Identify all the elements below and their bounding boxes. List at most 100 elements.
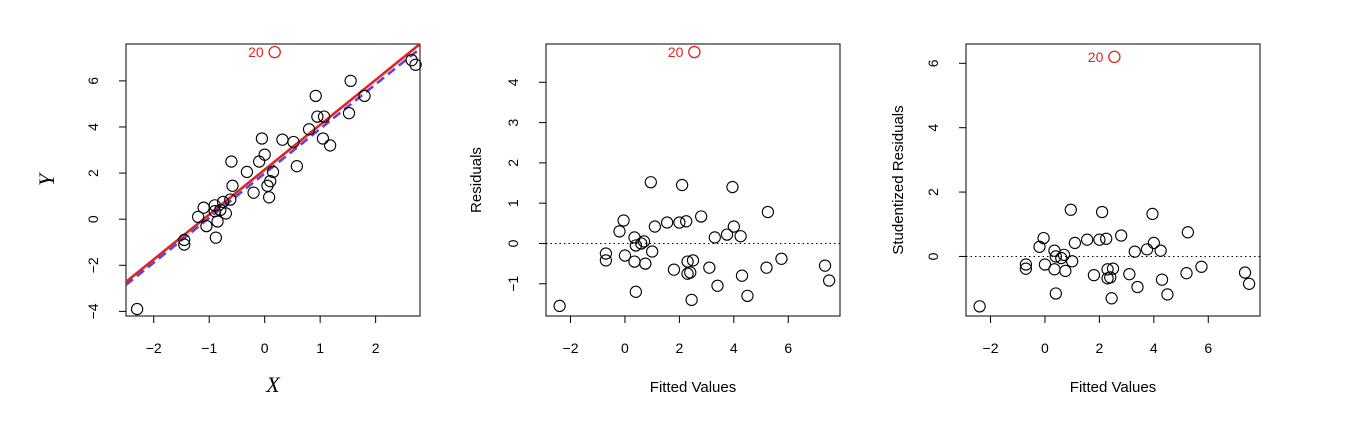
panel-residuals-vs-fitted: −2 0 2 4 6 −1 0 1 2 3 4 Fitted Values Residuals 20 bbox=[468, 43, 841, 396]
data-point bbox=[711, 279, 724, 292]
y-tick-label: 4 bbox=[85, 123, 101, 131]
data-point bbox=[1242, 277, 1256, 290]
outlier-point bbox=[688, 45, 701, 59]
data-point bbox=[1131, 280, 1144, 294]
data-point bbox=[1155, 273, 1169, 286]
data-point bbox=[695, 210, 708, 223]
y-tick-label: 0 bbox=[85, 215, 101, 223]
data-point bbox=[211, 215, 224, 228]
data-point bbox=[1038, 258, 1052, 271]
x-tick-label: 4 bbox=[1150, 340, 1158, 356]
data-point bbox=[262, 191, 276, 204]
data-point bbox=[1105, 292, 1118, 305]
data-point bbox=[1080, 233, 1094, 246]
data-point bbox=[1180, 267, 1193, 280]
data-point bbox=[613, 225, 626, 238]
data-point bbox=[1123, 268, 1136, 281]
data-point bbox=[686, 254, 700, 267]
y-tick-label: 4 bbox=[505, 78, 521, 86]
data-point bbox=[255, 132, 269, 145]
y-axis-title: Residuals bbox=[468, 147, 485, 213]
y-tick-label: −2 bbox=[85, 257, 101, 273]
data-point bbox=[1019, 258, 1033, 271]
x-axis-title: Fitted Values bbox=[650, 379, 736, 396]
y-tick-label: 2 bbox=[85, 169, 101, 177]
data-point bbox=[1100, 232, 1113, 245]
data-point bbox=[1068, 236, 1082, 250]
data-point bbox=[734, 230, 747, 243]
data-point bbox=[708, 231, 721, 244]
data-point bbox=[637, 235, 651, 248]
data-point bbox=[761, 205, 775, 219]
data-point bbox=[290, 160, 304, 173]
data-point bbox=[726, 180, 739, 194]
plot-frame bbox=[965, 43, 1261, 317]
data-point bbox=[344, 74, 357, 88]
data-point bbox=[639, 257, 652, 270]
data-point bbox=[1093, 233, 1106, 246]
data-point bbox=[618, 249, 632, 262]
x-axis-title: X bbox=[265, 372, 281, 397]
y-tick-label: −4 bbox=[85, 303, 101, 319]
x-tick-label: −2 bbox=[983, 340, 999, 356]
data-point bbox=[302, 123, 316, 136]
x-tick-label: 0 bbox=[621, 340, 629, 356]
data-point bbox=[1128, 245, 1141, 258]
data-point bbox=[1140, 243, 1154, 256]
data-point bbox=[727, 220, 740, 233]
data-point bbox=[1146, 207, 1159, 221]
outlier-label: 20 bbox=[248, 44, 264, 60]
data-point bbox=[219, 207, 232, 220]
data-point bbox=[741, 289, 754, 303]
data-point bbox=[240, 165, 254, 179]
data-point bbox=[684, 266, 697, 279]
y-tick-label: 2 bbox=[505, 159, 521, 167]
data-point bbox=[599, 247, 613, 260]
x-tick-label: 2 bbox=[1095, 340, 1103, 356]
data-point bbox=[1104, 271, 1117, 284]
y-tick-label: 2 bbox=[925, 188, 941, 196]
data-point bbox=[1057, 248, 1071, 261]
data-point bbox=[130, 302, 144, 316]
data-point bbox=[311, 110, 324, 123]
data-point bbox=[667, 263, 681, 276]
data-point bbox=[1195, 260, 1208, 273]
x-tick-label: 1 bbox=[316, 340, 324, 356]
y-axis-title: Y bbox=[34, 171, 59, 186]
x-tick-label: −2 bbox=[563, 340, 579, 356]
data-point bbox=[635, 237, 648, 250]
outlier-point bbox=[268, 45, 281, 59]
data-point bbox=[1049, 287, 1062, 300]
x-tick-label: 2 bbox=[675, 340, 683, 356]
data-point bbox=[1115, 229, 1128, 242]
data-point bbox=[1087, 268, 1101, 282]
outlier-label: 20 bbox=[1088, 49, 1104, 65]
y-tick-label: 1 bbox=[505, 199, 521, 207]
data-point bbox=[1101, 263, 1114, 276]
data-point bbox=[599, 254, 613, 267]
data-point bbox=[224, 193, 237, 206]
data-point bbox=[247, 186, 260, 199]
data-point bbox=[316, 132, 330, 145]
data-point bbox=[775, 252, 788, 265]
data-point bbox=[216, 195, 230, 209]
data-point bbox=[309, 89, 322, 103]
data-point bbox=[617, 214, 630, 227]
data-point bbox=[760, 261, 773, 274]
data-point bbox=[178, 233, 191, 247]
data-point bbox=[1064, 203, 1077, 216]
data-point bbox=[323, 139, 337, 152]
plot-frame bbox=[545, 43, 841, 317]
data-point bbox=[822, 274, 836, 287]
data-point bbox=[818, 259, 832, 272]
data-point bbox=[1037, 231, 1050, 245]
data-point bbox=[660, 216, 674, 229]
x-tick-label: 4 bbox=[730, 340, 738, 356]
data-point bbox=[1181, 226, 1195, 239]
data-point bbox=[1147, 236, 1160, 250]
y-tick-label: 6 bbox=[85, 77, 101, 85]
data-point bbox=[680, 215, 693, 228]
data-point bbox=[1049, 250, 1062, 263]
data-point bbox=[1059, 264, 1072, 278]
